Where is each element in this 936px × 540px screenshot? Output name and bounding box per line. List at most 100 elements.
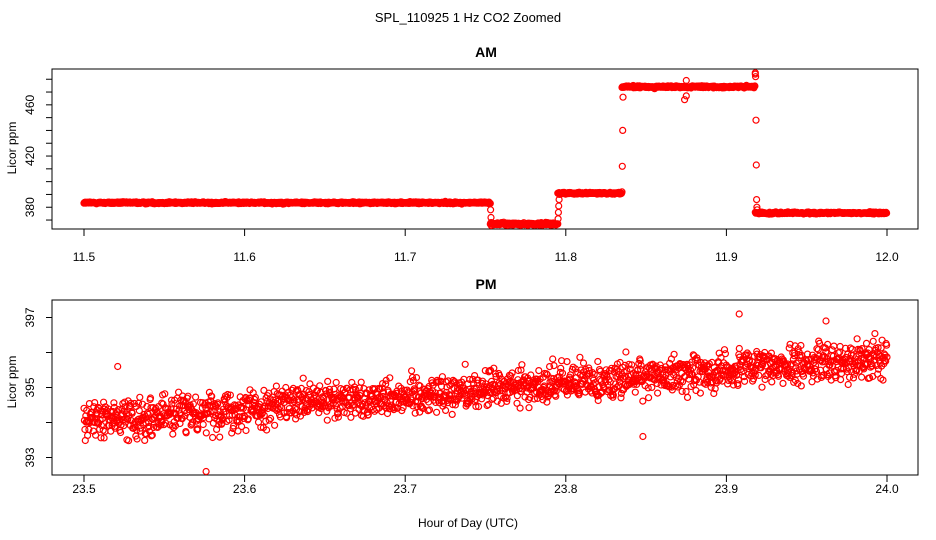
data-point (413, 402, 421, 411)
data-point (487, 213, 495, 222)
data-point (590, 370, 598, 379)
data-point (246, 395, 255, 403)
data-point (128, 409, 136, 417)
data-point (815, 339, 824, 347)
x-tick-label: 11.9 (715, 250, 738, 264)
data-point (411, 409, 419, 417)
data-point (858, 345, 866, 353)
data-point (469, 375, 477, 383)
data-point (879, 376, 887, 384)
x-tick-label: 23.5 (72, 482, 96, 496)
data-point (169, 430, 177, 438)
data-point (234, 427, 242, 435)
data-point (549, 355, 557, 363)
data-point (143, 409, 151, 417)
data-point (563, 391, 572, 399)
panel-am: AM Licor ppm 11.5 11.6 11.7 11.8 11.9 12.0 38… (5, 44, 919, 264)
data-point (869, 337, 877, 345)
data-point (883, 353, 891, 361)
data-point (844, 380, 852, 389)
data-point (85, 425, 93, 433)
data-point (823, 340, 832, 348)
data-point (251, 393, 259, 401)
data-point (478, 395, 486, 403)
data-point (857, 373, 866, 381)
x-tick-label: 11.5 (73, 250, 96, 264)
data-point (513, 392, 522, 400)
data-point (653, 379, 661, 388)
data-point (438, 373, 446, 381)
data-point (752, 161, 760, 169)
data-point (751, 82, 759, 90)
data-point (682, 92, 690, 100)
data-point (733, 362, 741, 370)
data-point (735, 344, 743, 353)
data-point (89, 427, 98, 435)
data-point (755, 371, 763, 379)
panel-pm: PM Licor ppm 23.5 23.6 23.7 23.8 23.9 24.0 39… (5, 276, 919, 496)
data-point (615, 382, 623, 390)
data-point (841, 344, 850, 352)
data-point (508, 369, 516, 377)
y-tick-label: 393 (23, 447, 37, 467)
data-point (265, 416, 273, 424)
data-point (543, 398, 551, 406)
panel-pm-x-axis: 23.5 23.6 23.7 23.8 23.9 24.0 (72, 474, 899, 496)
data-point (696, 389, 705, 397)
data-point (874, 344, 882, 352)
data-point (320, 399, 328, 407)
data-point (618, 188, 626, 196)
panel-am-title: AM (475, 44, 497, 60)
data-point (761, 348, 769, 357)
data-point (116, 428, 125, 437)
data-point (189, 400, 197, 408)
data-point (588, 369, 597, 377)
data-point (535, 367, 543, 375)
data-point (127, 399, 135, 407)
data-point (202, 467, 210, 476)
x-axis-label: Hour of Day (UTC) (418, 516, 518, 530)
data-point (619, 126, 627, 134)
data-point (670, 350, 678, 358)
data-point (740, 377, 749, 385)
data-point (669, 381, 677, 390)
data-point (175, 388, 183, 396)
data-point (466, 375, 474, 384)
data-point (484, 400, 492, 409)
data-point (542, 370, 551, 378)
data-point (724, 376, 733, 384)
x-tick-label: 24.0 (875, 482, 899, 496)
data-point (306, 380, 314, 388)
data-point (162, 419, 170, 427)
data-point (882, 209, 891, 217)
data-point (202, 429, 210, 437)
data-point (493, 397, 501, 405)
data-point (244, 415, 252, 423)
data-point (797, 341, 805, 350)
data-point (877, 344, 885, 352)
data-point (361, 399, 369, 407)
data-point (383, 409, 392, 418)
data-point (192, 393, 200, 401)
data-point (554, 208, 563, 216)
data-point (618, 162, 626, 170)
data-point (862, 339, 871, 347)
data-point (150, 423, 158, 432)
data-point (732, 371, 741, 379)
data-point (194, 425, 202, 433)
data-point (544, 393, 552, 401)
data-point (628, 361, 636, 369)
data-point (526, 393, 534, 401)
data-point (371, 385, 379, 393)
data-point (323, 416, 331, 424)
x-tick-label: 11.6 (233, 250, 256, 264)
data-point (788, 360, 796, 368)
data-point (101, 427, 109, 435)
data-point (408, 373, 417, 381)
data-point (472, 402, 480, 410)
data-point (110, 399, 118, 407)
data-point (587, 384, 596, 392)
y-tick-label: 380 (23, 197, 37, 217)
data-point (853, 335, 861, 343)
data-point (855, 350, 863, 358)
